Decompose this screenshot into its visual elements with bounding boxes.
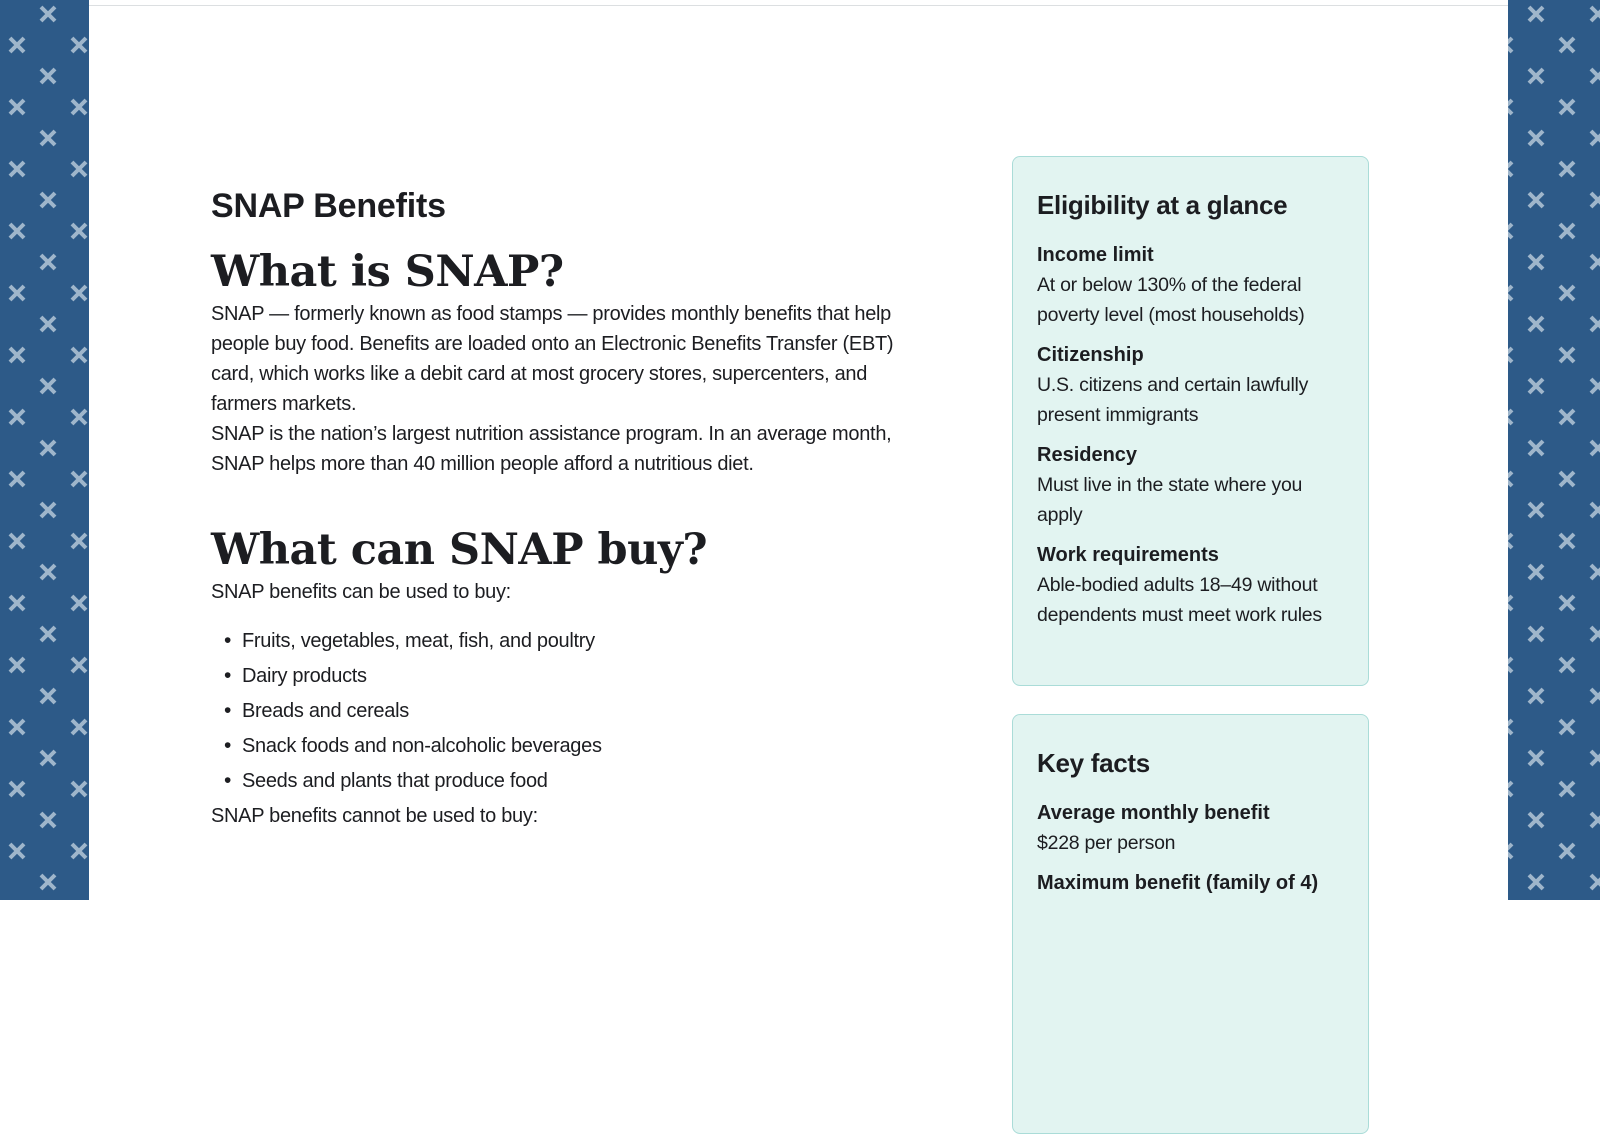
fact-label-maximum-benefit: Maximum benefit (family of 4)	[1037, 872, 1319, 894]
fact-text-income-limit: At or below 130% of the federal poverty …	[1037, 274, 1305, 326]
fact-label-work-requirements: Work requirements	[1037, 544, 1219, 566]
list-item: Fruits, vegetables, meat, fish, and poul…	[211, 626, 1011, 656]
list-item: Breads and cereals	[211, 696, 1011, 726]
eligibility-card-title: Eligibility at a glance	[1037, 190, 1288, 220]
key-facts-card: Key facts Average monthly benefit $228 p…	[1012, 714, 1369, 1134]
paragraph-snap-description: SNAP — formerly known as food stamps — p…	[211, 302, 894, 415]
section-heading-what-is-snap: What is SNAP?	[211, 246, 564, 297]
snap-eligible-items-list: Fruits, vegetables, meat, fish, and poul…	[211, 626, 1011, 796]
article-content: SNAP Benefits What is SNAP? SNAP — forme…	[211, 0, 1011, 831]
fact-text-average-monthly-benefit: $228 per person	[1037, 832, 1176, 854]
paragraph-cutoff: SNAP benefits cannot be used to buy:	[211, 804, 538, 827]
list-item: Dairy products	[211, 661, 1011, 691]
fact-label-citizenship: Citizenship	[1037, 344, 1144, 366]
fact-label-average-monthly-benefit: Average monthly benefit	[1037, 802, 1270, 824]
header-divider	[89, 5, 1508, 6]
content-sheet: SNAP Benefits What is SNAP? SNAP — forme…	[89, 0, 1508, 1134]
list-intro-text: SNAP benefits can be used to buy:	[211, 580, 511, 603]
section-heading-what-can-snap-buy: What can SNAP buy?	[211, 524, 708, 575]
fact-text-citizenship: U.S. citizens and certain lawfully prese…	[1037, 374, 1309, 426]
key-facts-card-title: Key facts	[1037, 748, 1150, 778]
list-item: Snack foods and non-alcoholic beverages	[211, 731, 1011, 761]
fact-text-residency: Must live in the state where you apply	[1037, 474, 1303, 526]
eligibility-card: Eligibility at a glance Income limit At …	[1012, 156, 1369, 686]
fact-text-work-requirements: Able-bodied adults 18–49 without depende…	[1037, 574, 1322, 626]
page-title: SNAP Benefits	[211, 187, 446, 225]
paragraph-snap-scale: SNAP is the nation’s largest nutrition a…	[211, 422, 892, 475]
list-item: Seeds and plants that produce food	[211, 766, 1011, 796]
fact-label-income-limit: Income limit	[1037, 244, 1154, 266]
fact-label-residency: Residency	[1037, 444, 1138, 466]
